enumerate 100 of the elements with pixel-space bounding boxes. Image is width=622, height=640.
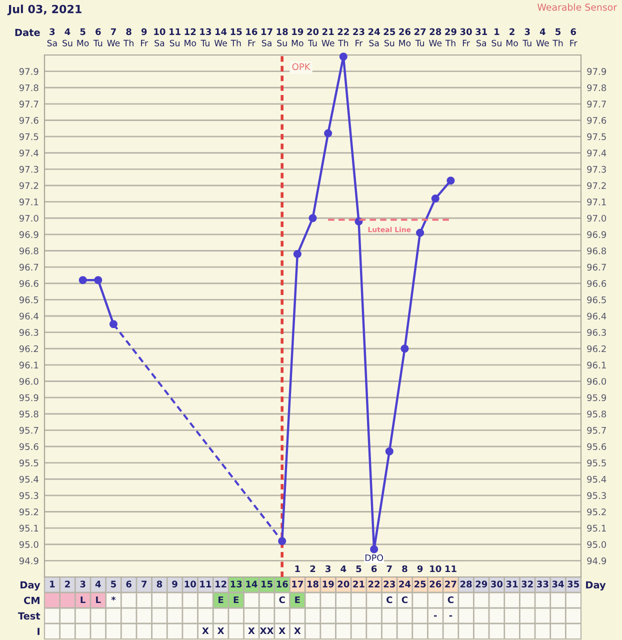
y-tick-label: 96.0 bbox=[19, 378, 38, 385]
text: 4 bbox=[64, 28, 70, 35]
text: 21 bbox=[322, 28, 334, 35]
text: 16 bbox=[246, 28, 258, 36]
y2-tick-label: 96.6 bbox=[587, 280, 606, 287]
y-tick-label: 96.7 bbox=[19, 264, 38, 271]
ref-line-label: OPK bbox=[292, 63, 310, 70]
text: 10 bbox=[154, 28, 166, 36]
x-tick-label: We bbox=[107, 40, 120, 46]
x-tick-label: Sa bbox=[154, 40, 164, 46]
y-tick-label: 95.8 bbox=[19, 410, 38, 418]
text: C bbox=[279, 596, 285, 604]
y2-tick-label: 97.9 bbox=[587, 68, 606, 75]
chart-title: Jul 03, 2021 bbox=[7, 4, 82, 16]
text: 12 bbox=[184, 28, 196, 35]
y2-tick-label: 95.0 bbox=[587, 541, 606, 548]
x-tick-label: 9 bbox=[172, 580, 178, 588]
x-tick-label: We bbox=[429, 40, 442, 46]
x-tick-label: Tu bbox=[522, 40, 532, 46]
x-tick-label: 21 bbox=[353, 580, 364, 588]
x2-tick-label: 1 bbox=[295, 565, 300, 572]
y2-tick-label: 97.2 bbox=[587, 182, 606, 190]
x-tick-label: Sa bbox=[476, 40, 486, 46]
y2-tick-label: 94.9 bbox=[587, 557, 606, 564]
y-tick-label: 97.1 bbox=[19, 198, 38, 206]
y-tick-label: 94.9 bbox=[19, 557, 38, 564]
y2-tick-label: 97.1 bbox=[587, 198, 606, 206]
x-tick-label: 19 bbox=[322, 580, 334, 588]
y2-tick-label: 97.4 bbox=[587, 150, 606, 156]
x-tick-label: We bbox=[536, 40, 549, 46]
text: C bbox=[402, 596, 408, 604]
text: - bbox=[434, 615, 437, 617]
x2-tick-label: 5 bbox=[356, 565, 362, 572]
x2-tick-label: 9 bbox=[417, 565, 423, 572]
x-tick-label: Fr bbox=[462, 40, 470, 46]
y2-tick-label: 96.1 bbox=[587, 362, 606, 368]
text: 8 bbox=[126, 28, 132, 36]
y2-tick-label: 95.9 bbox=[587, 394, 606, 402]
x-tick-label: 34 bbox=[552, 580, 564, 588]
y2-tick-label: 97.0 bbox=[587, 214, 606, 222]
x-tick-label: 16 bbox=[276, 580, 288, 588]
text: 28 bbox=[430, 28, 442, 36]
text: 2 bbox=[510, 28, 514, 35]
x2-tick-label: 10 bbox=[430, 565, 442, 572]
y2-tick-label: 96.4 bbox=[587, 312, 606, 320]
text: 20 bbox=[307, 28, 319, 36]
text: X bbox=[294, 627, 301, 634]
x2-tick-label: 7 bbox=[386, 565, 392, 572]
x-tick-label: Fr bbox=[141, 40, 148, 46]
y-tick-label: Day bbox=[20, 581, 40, 591]
text: XX bbox=[260, 627, 274, 634]
x-tick-label: Th bbox=[338, 40, 348, 46]
x2-tick-label: 8 bbox=[402, 565, 408, 572]
y-tick-label: 97.7 bbox=[19, 100, 38, 108]
y2-tick-label: 96.5 bbox=[587, 296, 606, 304]
y-tick-label: 96.6 bbox=[19, 280, 38, 287]
y-tick-label: 96.9 bbox=[19, 231, 38, 238]
x-tick-label: Sa bbox=[262, 40, 272, 46]
y2-tick-label: Day bbox=[586, 581, 606, 591]
y2-tick-label: 95.1 bbox=[587, 524, 606, 532]
y-tick-label: 96.2 bbox=[19, 345, 38, 352]
x-tick-label: 12 bbox=[216, 580, 226, 588]
x-tick-label: 23 bbox=[384, 580, 395, 588]
text: 26 bbox=[399, 28, 411, 36]
x2-tick-label: 4 bbox=[340, 565, 346, 572]
text: 31 bbox=[476, 28, 488, 36]
y-tick-label: 97.8 bbox=[19, 84, 38, 92]
text: 5 bbox=[80, 28, 86, 36]
y2-tick-label: 97.8 bbox=[587, 84, 606, 92]
x-tick-label: 32 bbox=[522, 580, 533, 588]
x-tick-label: 29 bbox=[476, 580, 488, 588]
y2-tick-label: 97.7 bbox=[587, 100, 606, 108]
y-tick-label: 95.6 bbox=[19, 443, 38, 450]
x-tick-label: 4 bbox=[95, 580, 101, 588]
x-tick-label: Su bbox=[277, 40, 287, 46]
y2-tick-label: 95.7 bbox=[587, 426, 606, 434]
text: 7 bbox=[110, 28, 116, 35]
text: E bbox=[295, 596, 300, 604]
x-tick-label: 11 bbox=[200, 580, 212, 588]
x-tick-label: 25 bbox=[414, 580, 426, 588]
x-tick-label: Fr bbox=[570, 40, 578, 46]
y2-tick-label: 97.5 bbox=[587, 133, 606, 140]
annotation: Wearable Sensor bbox=[537, 3, 617, 11]
x-tick-label: 15 bbox=[262, 580, 272, 588]
x-tick-label: Mo bbox=[399, 40, 411, 46]
y2-tick-label: 96.9 bbox=[587, 231, 606, 238]
text: 23 bbox=[353, 28, 364, 36]
x-tick-label: Th bbox=[445, 40, 456, 46]
text: 29 bbox=[445, 28, 456, 36]
x2-axis-title: DPO bbox=[365, 554, 384, 562]
y2-tick-label: 96.8 bbox=[587, 247, 606, 254]
text: E bbox=[218, 596, 224, 604]
x-tick-label: 5 bbox=[111, 580, 116, 588]
y2-tick-label: 96.7 bbox=[587, 264, 606, 271]
x-tick-label: 20 bbox=[338, 580, 350, 588]
x-tick-label: We bbox=[214, 40, 227, 46]
y2-tick-label: 95.5 bbox=[587, 460, 606, 466]
y2-tick-label: 95.2 bbox=[587, 508, 606, 516]
y2-tick-label: 96.2 bbox=[587, 345, 606, 352]
y-tick-label: Test bbox=[18, 612, 40, 620]
